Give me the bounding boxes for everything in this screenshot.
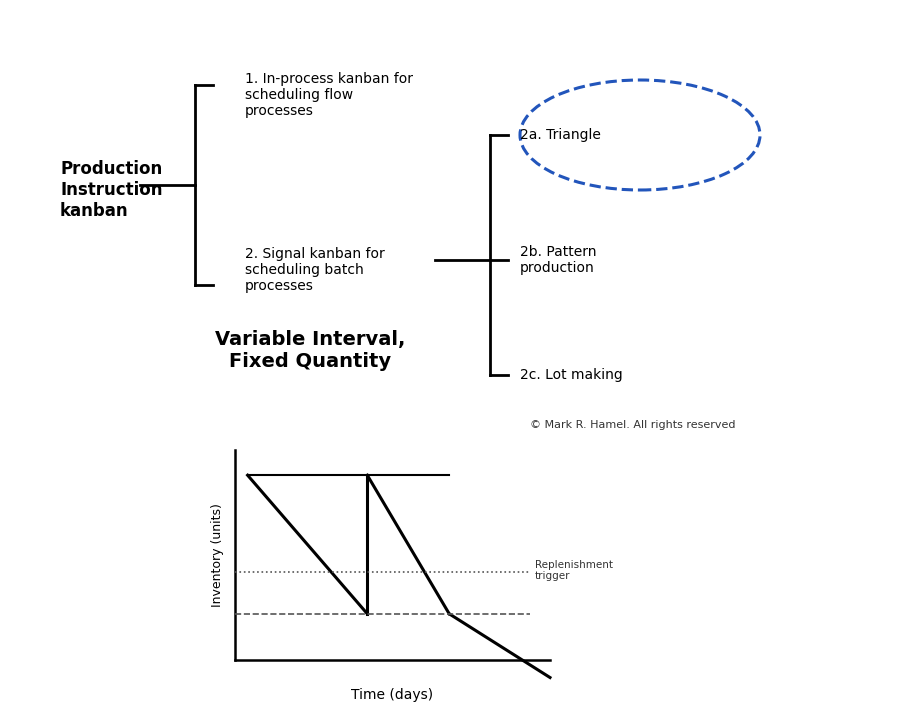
Text: Inventory (units): Inventory (units) <box>211 503 223 607</box>
Text: 2c. Lot making: 2c. Lot making <box>520 368 623 382</box>
Text: Replenishment
trigger: Replenishment trigger <box>535 560 613 582</box>
Text: 1. In-process kanban for
scheduling flow
processes: 1. In-process kanban for scheduling flow… <box>245 72 413 118</box>
Text: Time (days): Time (days) <box>351 688 434 702</box>
Text: 2a. Triangle: 2a. Triangle <box>520 128 601 142</box>
Text: Production
Instruction
kanban: Production Instruction kanban <box>60 161 163 220</box>
Text: 2. Signal kanban for
scheduling batch
processes: 2. Signal kanban for scheduling batch pr… <box>245 247 385 293</box>
Text: © Mark R. Hamel. All rights reserved: © Mark R. Hamel. All rights reserved <box>530 420 735 430</box>
Text: Variable Interval,
Fixed Quantity: Variable Interval, Fixed Quantity <box>215 330 405 371</box>
Text: 2b. Pattern
production: 2b. Pattern production <box>520 245 597 275</box>
